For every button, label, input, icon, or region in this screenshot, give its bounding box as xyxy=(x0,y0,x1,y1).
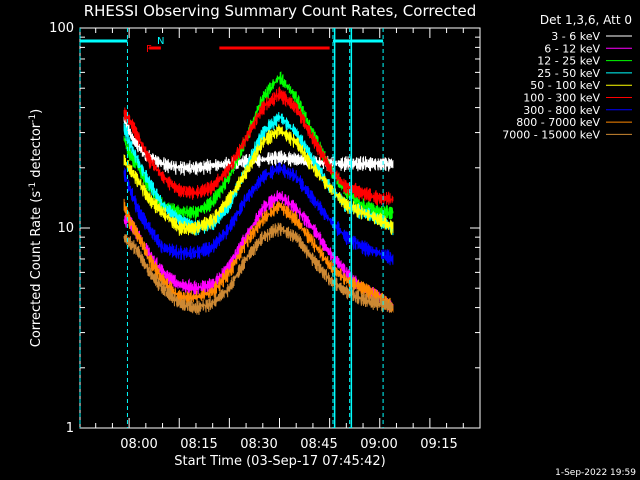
y-axis-label-main: Corrected Count Rate (s xyxy=(29,191,44,348)
x-tick-label-0900: 09:00 xyxy=(360,437,397,452)
night-label: N xyxy=(157,36,164,47)
x-tick-labels: 08:00 08:15 08:30 08:45 09:00 09:15 xyxy=(120,437,457,452)
y-axis-label-sup1: -1 xyxy=(28,182,38,191)
legend-label-6: 300 - 800 keV xyxy=(523,104,600,117)
x-tick-label-0845: 08:45 xyxy=(300,437,337,452)
series-line-0 xyxy=(123,116,394,176)
y-axis-label-end: ) xyxy=(29,109,44,114)
legend-label-3: 25 - 50 keV xyxy=(537,67,600,80)
legend-label-8: 7000 - 15000 keV xyxy=(502,128,600,141)
timestamp: 1-Sep-2022 19:59 xyxy=(555,468,636,478)
x-axis-label: Start Time (03-Sep-17 07:45:42) xyxy=(174,454,385,469)
y-axis-label-sup2: -1 xyxy=(28,114,38,123)
legend-label-5: 100 - 300 keV xyxy=(523,92,600,105)
flare-label: F xyxy=(146,44,152,55)
x-tick-label-0915: 09:15 xyxy=(420,437,457,452)
y-tick-label-100: 100 xyxy=(49,21,74,36)
legend-label-2: 12 - 25 keV xyxy=(537,55,600,68)
series-line-5 xyxy=(123,86,394,206)
series-line-8 xyxy=(123,222,394,315)
y-axis-label: Corrected Count Rate (s-1 detector-1) xyxy=(28,109,44,347)
y-tick-label-1: 1 xyxy=(66,421,74,436)
series-lines xyxy=(123,71,394,315)
x-tick-label-0830: 08:30 xyxy=(240,437,277,452)
y-tick-label-10: 10 xyxy=(57,221,74,236)
legend-label-7: 800 - 7000 keV xyxy=(516,116,600,129)
x-tick-label-0815: 08:15 xyxy=(180,437,217,452)
legend-label-1: 6 - 12 keV xyxy=(544,42,600,55)
axis-ticks xyxy=(80,27,480,429)
legend-label-0: 3 - 6 keV xyxy=(551,30,600,43)
chart-title: RHESSI Observing Summary Count Rates, Co… xyxy=(84,2,477,20)
annotations: NF xyxy=(79,28,384,428)
x-tick-label-0800: 08:00 xyxy=(120,437,157,452)
legend-title: Det 1,3,6, Att 0 xyxy=(540,13,632,27)
series-line-1 xyxy=(123,190,394,313)
legend-label-4: 50 - 100 keV xyxy=(530,79,600,92)
series-line-7 xyxy=(123,198,394,314)
series-line-6 xyxy=(123,162,394,266)
y-axis-label-mid: detector xyxy=(29,122,44,182)
series-line-4 xyxy=(123,124,394,236)
